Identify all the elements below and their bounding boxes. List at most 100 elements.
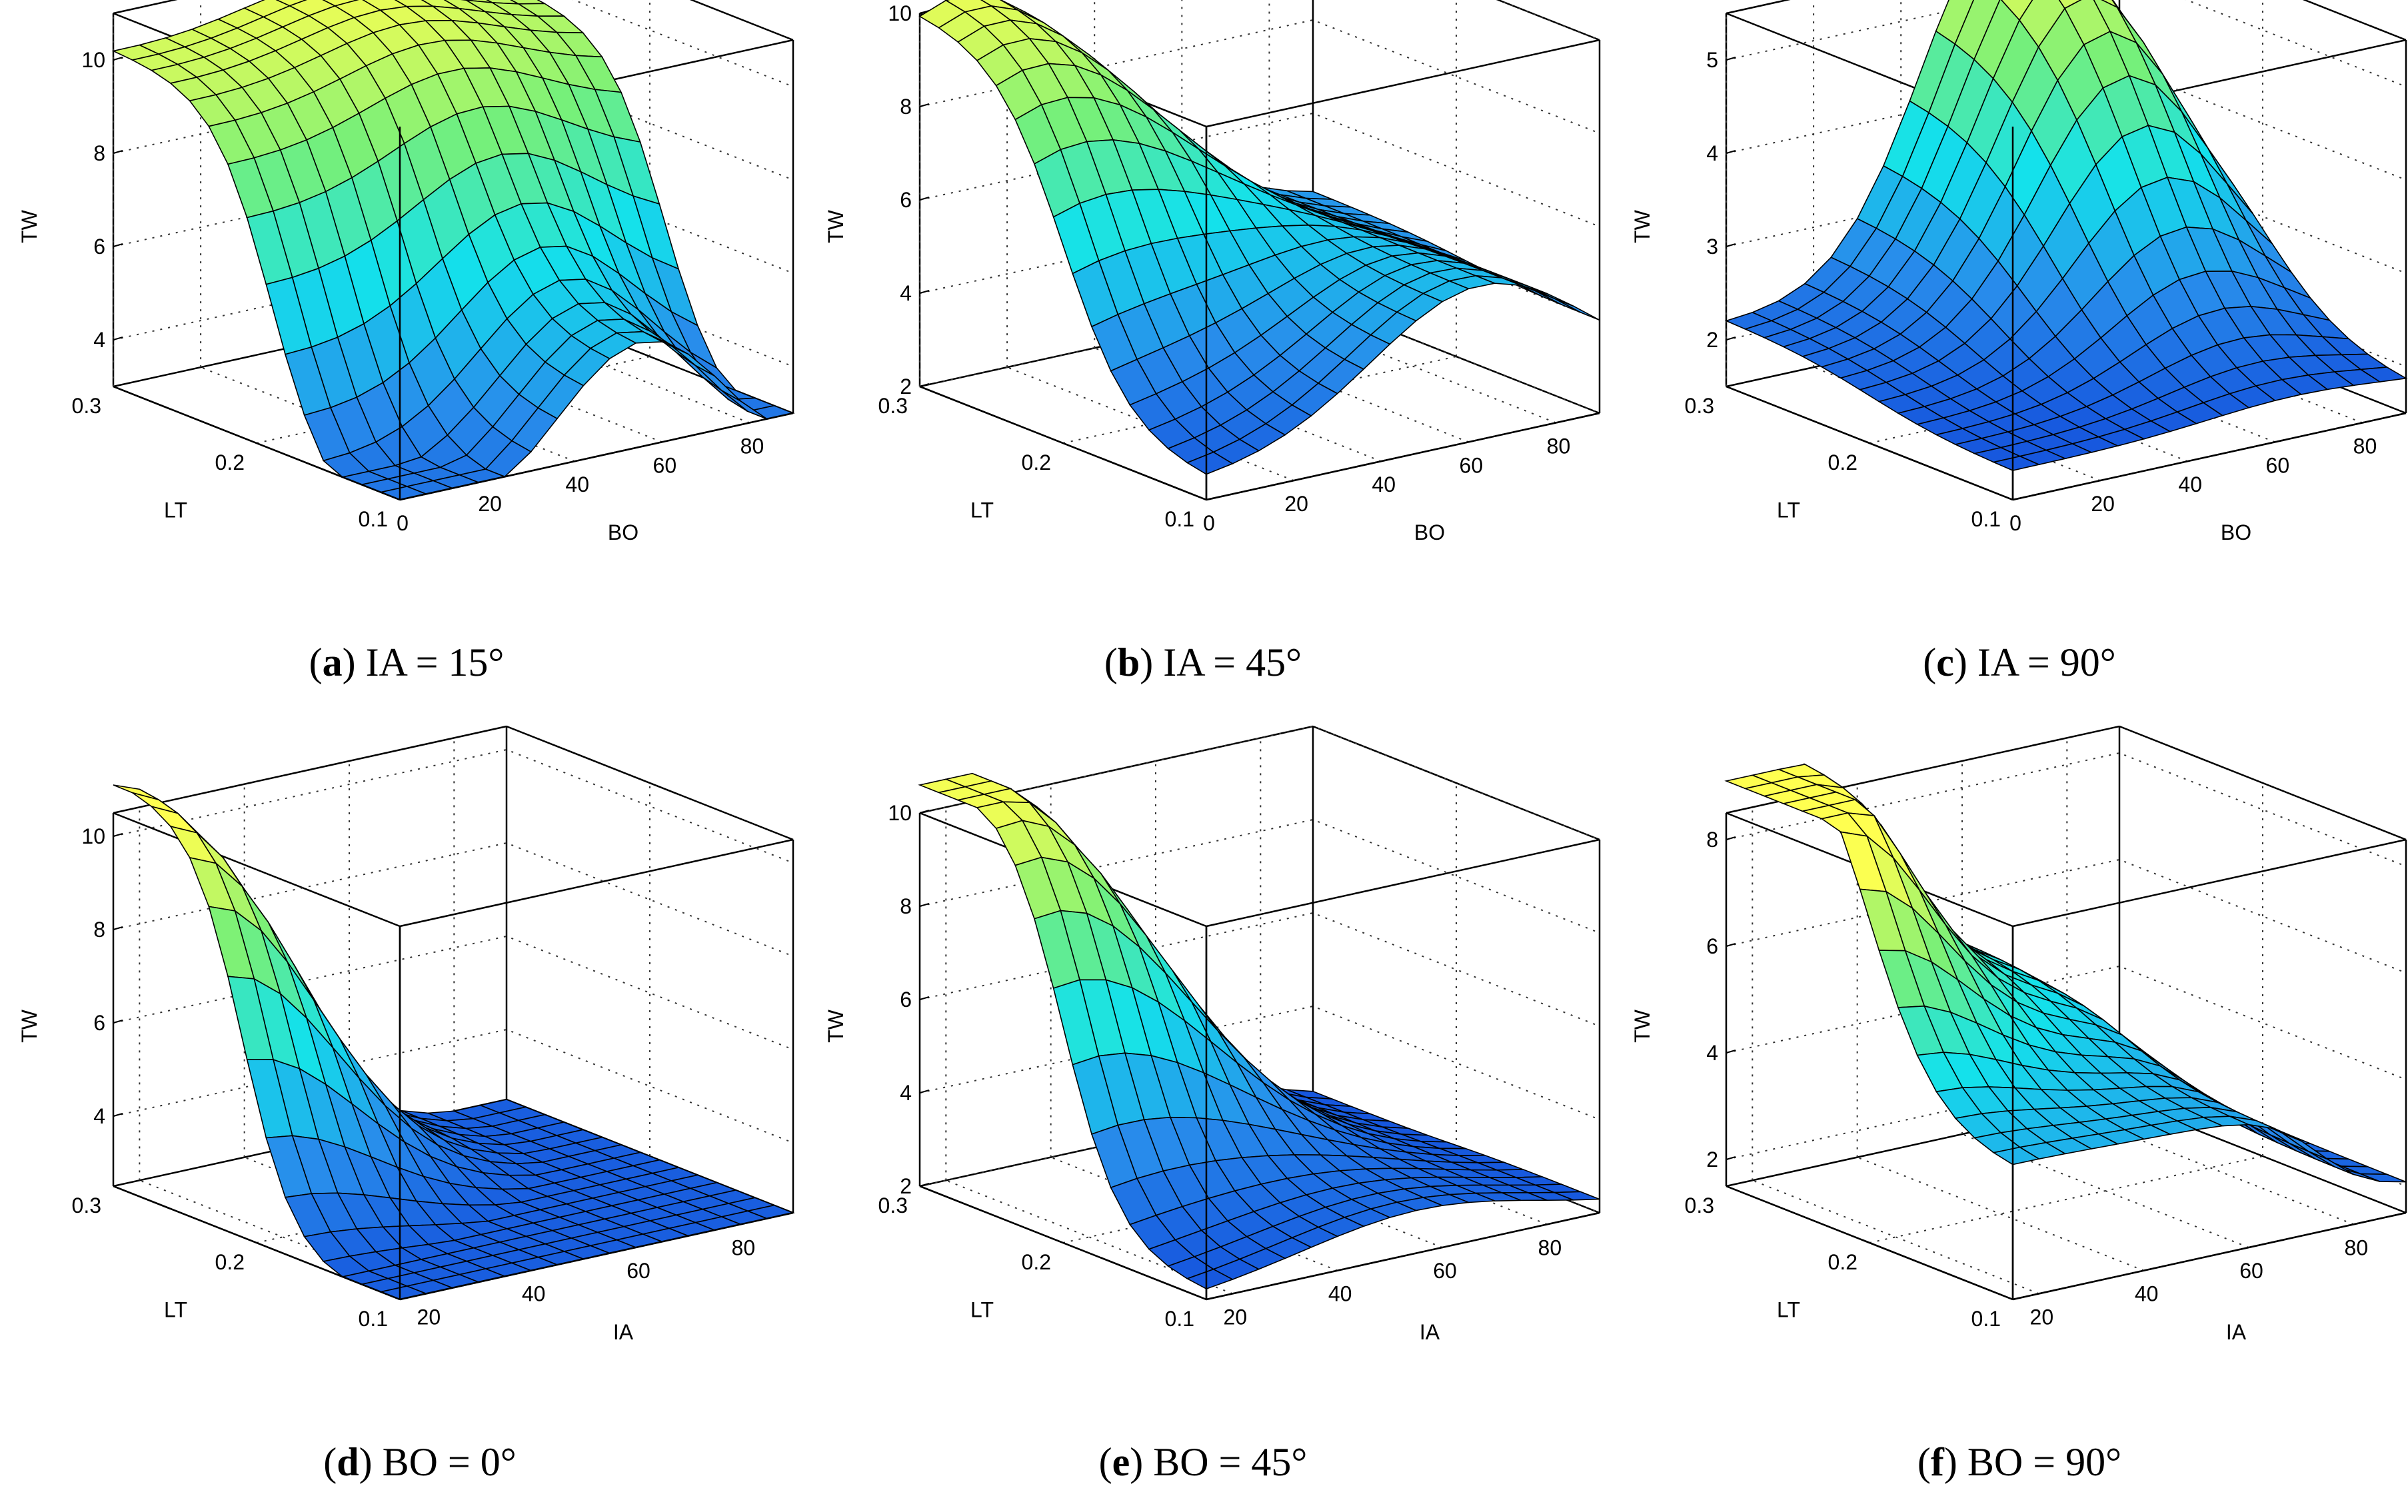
- y-tick-label: 80: [1538, 1235, 1562, 1259]
- caption-e: (e) BO = 45°: [1098, 1440, 1308, 1484]
- y-axis-label: BO: [608, 520, 638, 544]
- x-tick-label: 0.3: [878, 394, 908, 418]
- z-tick-label: 10: [81, 48, 105, 72]
- y-tick-label: 60: [2266, 453, 2290, 477]
- z-tick-label: 8: [93, 141, 105, 165]
- y-tick-label: 40: [2178, 472, 2202, 496]
- surface-e: [918, 772, 1600, 1289]
- z-tick-label: 4: [900, 281, 912, 305]
- x-axis-label: LT: [970, 1298, 994, 1322]
- z-axis-label: TW: [824, 209, 848, 243]
- z-tick-label: 6: [900, 988, 912, 1012]
- surface-c: [1724, 0, 2408, 471]
- box-front-b: [919, 10, 1600, 501]
- x-tick-label: 0.3: [72, 394, 101, 418]
- z-tick-label: 4: [93, 1104, 105, 1128]
- z-tick-label: 3: [1706, 235, 1718, 259]
- surface-cell: [1991, 455, 2041, 471]
- panel-a: 4 6 8 10 0.1 0.2 0.3 0 20 40 60 80 TW LT BO: [17, 0, 795, 544]
- x-axis-label: LT: [164, 1298, 187, 1322]
- y-tick-label: 40: [522, 1282, 546, 1306]
- panel-c: 2 3 4 5 0.1 0.2 0.3 0 20 40 60 80 TW LT BO: [1630, 0, 2408, 544]
- y-tick-label: 40: [1372, 472, 1396, 496]
- surface-cell: [1992, 1146, 2041, 1165]
- panel-d: 4 6 8 10 0.1 0.2 0.3 20 40 60 80 TW LT IA: [17, 725, 795, 1344]
- panel-b: 2 4 6 8 10 0.1 0.2 0.3 0 20 40 60 80 TW LT BO: [824, 0, 1601, 544]
- z-tick-label: 6: [900, 188, 912, 212]
- surface-cell: [2058, 0, 2082, 9]
- x-tick-label: 0.3: [1685, 1193, 1714, 1217]
- z-axis-label: TW: [17, 1009, 41, 1043]
- y-axis-label: IA: [2226, 1320, 2247, 1344]
- y-tick-label: 20: [2030, 1305, 2054, 1329]
- z-tick-label: 2: [1706, 328, 1718, 352]
- z-tick-label: 10: [888, 801, 912, 825]
- x-tick-label: 0.1: [359, 507, 388, 531]
- y-tick-label: 80: [740, 434, 764, 458]
- y-axis-label: BO: [1414, 520, 1445, 544]
- z-tick-label: 4: [1706, 1041, 1718, 1065]
- x-tick-label: 0.1: [1165, 1307, 1194, 1331]
- z-tick-label: 8: [93, 918, 105, 942]
- caption-b: (b) IA = 45°: [1104, 640, 1302, 684]
- x-tick-label: 0.2: [215, 450, 245, 474]
- y-tick-label: 80: [1547, 434, 1571, 458]
- x-tick-label: 0.2: [1828, 450, 1857, 474]
- x-axis-label: LT: [1777, 1298, 1800, 1322]
- x-axis-label: LT: [970, 498, 994, 522]
- y-tick-label: 20: [1284, 492, 1308, 516]
- y-tick-label: 60: [653, 453, 677, 477]
- z-axis-label: TW: [17, 209, 41, 243]
- z-tick-label: 4: [93, 328, 105, 352]
- box-front-a: [113, 57, 794, 501]
- x-tick-label: 0.2: [1828, 1250, 1857, 1274]
- z-tick-label: 8: [1706, 828, 1718, 852]
- y-tick-label: 60: [1460, 453, 1484, 477]
- y-axis-label: IA: [1420, 1320, 1440, 1344]
- surface-cell: [1186, 1268, 1234, 1289]
- z-tick-label: 4: [1706, 141, 1718, 165]
- x-tick-label: 0.2: [1022, 450, 1051, 474]
- y-tick-label: 0: [397, 511, 409, 535]
- z-tick-label: 6: [93, 1011, 105, 1035]
- z-axis-label: TW: [1630, 209, 1654, 243]
- y-tick-label: 20: [417, 1305, 441, 1329]
- z-tick-label: 4: [900, 1081, 912, 1105]
- y-tick-label: 80: [2345, 1235, 2369, 1259]
- y-tick-label: 20: [478, 492, 502, 516]
- x-tick-label: 0.3: [72, 1193, 101, 1217]
- y-tick-label: 40: [565, 472, 589, 496]
- x-tick-label: 0.3: [1685, 394, 1714, 418]
- z-axis-label: TW: [824, 1009, 848, 1043]
- surface-cell: [1186, 451, 1234, 475]
- x-tick-label: 0.2: [1022, 1250, 1051, 1274]
- y-axis-label: IA: [613, 1320, 634, 1344]
- y-tick-label: 60: [1433, 1259, 1457, 1283]
- z-tick-label: 8: [900, 95, 912, 119]
- box-front-e: [919, 810, 1600, 1301]
- y-tick-label: 20: [2091, 492, 2115, 516]
- y-tick-label: 40: [1328, 1282, 1352, 1306]
- x-tick-label: 0.1: [1165, 507, 1194, 531]
- box-front-c: [1726, 57, 2407, 501]
- panel-f: 2 4 6 8 0.1 0.2 0.3 20 40 60 80 TW LT IA: [1630, 725, 2407, 1344]
- x-tick-label: 0.2: [215, 1250, 245, 1274]
- x-tick-label: 0.1: [359, 1307, 388, 1331]
- z-tick-label: 2: [900, 375, 912, 398]
- x-axis-label: LT: [164, 498, 187, 522]
- surface-a: [111, 0, 795, 500]
- y-tick-label: 60: [626, 1259, 650, 1283]
- z-tick-label: 2: [1706, 1147, 1718, 1171]
- x-tick-label: 0.3: [878, 1193, 908, 1217]
- surface-f: [1724, 762, 2407, 1183]
- caption-c: (c) IA = 90°: [1923, 640, 2116, 684]
- x-tick-label: 0.1: [1971, 1307, 2001, 1331]
- y-tick-label: 60: [2239, 1259, 2263, 1283]
- y-tick-label: 0: [2009, 511, 2021, 535]
- y-tick-label: 0: [1203, 511, 1215, 535]
- x-axis-label: LT: [1777, 498, 1800, 522]
- z-tick-label: 10: [888, 1, 912, 25]
- y-tick-label: 40: [2135, 1282, 2159, 1306]
- y-tick-label: 80: [732, 1235, 756, 1259]
